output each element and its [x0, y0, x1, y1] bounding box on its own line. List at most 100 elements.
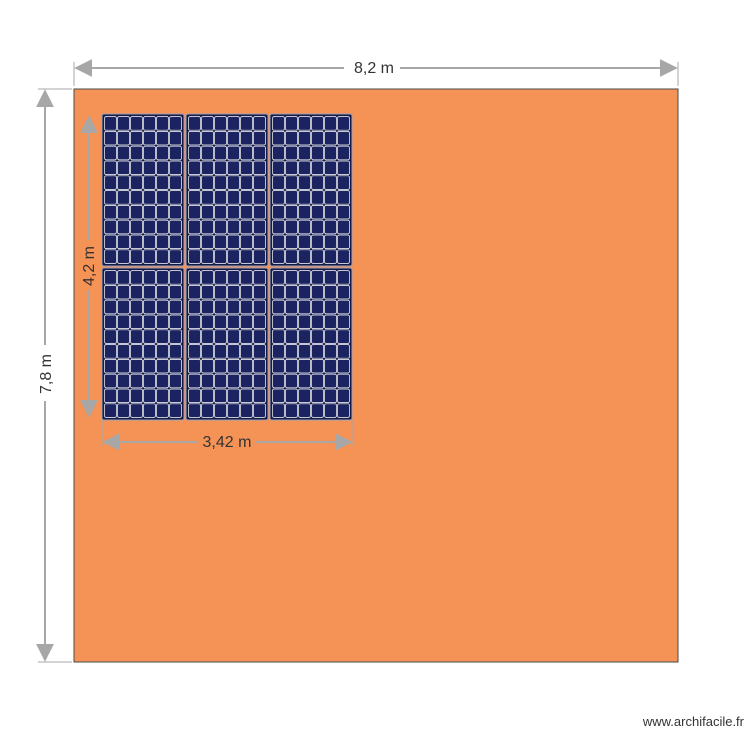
- solar-cell: [324, 270, 337, 285]
- solar-cell: [156, 329, 169, 344]
- solar-panel[interactable]: [185, 267, 269, 421]
- solar-cell: [227, 234, 240, 249]
- solar-panel[interactable]: [269, 267, 353, 421]
- solar-cell: [272, 299, 285, 315]
- solar-cell: [104, 249, 117, 264]
- solar-cell: [201, 234, 214, 249]
- solar-cell: [240, 160, 253, 175]
- solar-cell: [201, 388, 214, 403]
- solar-panel[interactable]: [185, 113, 269, 267]
- solar-cell: [240, 249, 253, 264]
- solar-cell: [117, 388, 130, 403]
- solar-cell: [188, 388, 201, 403]
- solar-cell: [156, 403, 169, 418]
- solar-panel-array[interactable]: [101, 113, 353, 421]
- solar-cell: [201, 270, 214, 285]
- solar-cell: [143, 160, 156, 175]
- solar-cell: [117, 160, 130, 175]
- solar-cell: [337, 344, 350, 359]
- solar-cell: [272, 145, 285, 161]
- solar-cell: [324, 131, 337, 146]
- solar-cell: [240, 388, 253, 403]
- solar-cell: [104, 160, 117, 175]
- solar-cell: [201, 190, 214, 205]
- solar-cell: [272, 249, 285, 264]
- solar-panel[interactable]: [101, 113, 185, 267]
- solar-cell: [253, 219, 266, 235]
- solar-cell: [117, 175, 130, 190]
- solar-cell: [311, 205, 324, 220]
- solar-cell: [130, 219, 143, 235]
- solar-cell: [130, 373, 143, 389]
- solar-cell: [117, 131, 130, 146]
- solar-cell: [298, 388, 311, 403]
- solar-cell: [117, 403, 130, 418]
- solar-cell: [143, 145, 156, 161]
- solar-cell: [188, 175, 201, 190]
- solar-cell: [156, 160, 169, 175]
- solar-cell: [253, 116, 266, 131]
- solar-cell: [188, 403, 201, 418]
- solar-cell: [285, 388, 298, 403]
- solar-cell: [240, 373, 253, 389]
- solar-cell: [156, 234, 169, 249]
- solar-cell: [337, 388, 350, 403]
- solar-cell: [253, 175, 266, 190]
- solar-cell: [201, 205, 214, 220]
- solar-cell: [227, 205, 240, 220]
- solar-cell: [240, 145, 253, 161]
- solar-cell: [214, 160, 227, 175]
- solar-cell: [143, 219, 156, 235]
- solar-cell: [214, 329, 227, 344]
- solar-cell: [285, 299, 298, 315]
- solar-cell: [214, 234, 227, 249]
- solar-cell: [311, 175, 324, 190]
- solar-cell: [272, 329, 285, 344]
- solar-panel[interactable]: [269, 113, 353, 267]
- solar-cell: [169, 205, 182, 220]
- solar-cell: [272, 160, 285, 175]
- solar-cell: [253, 388, 266, 403]
- solar-cell: [324, 403, 337, 418]
- solar-cell: [130, 314, 143, 329]
- solar-cell: [104, 175, 117, 190]
- solar-cell: [240, 314, 253, 329]
- solar-cell: [240, 403, 253, 418]
- solar-cell: [156, 190, 169, 205]
- solar-cell: [324, 329, 337, 344]
- solar-cell: [143, 314, 156, 329]
- solar-cell: [324, 344, 337, 359]
- solar-cell: [311, 270, 324, 285]
- solar-cell: [311, 160, 324, 175]
- solar-cell: [227, 219, 240, 235]
- solar-cell: [117, 329, 130, 344]
- solar-cell: [169, 299, 182, 315]
- solar-cell: [324, 249, 337, 264]
- solar-cell: [337, 145, 350, 161]
- solar-cell: [324, 234, 337, 249]
- solar-cell: [188, 270, 201, 285]
- solar-cell: [117, 359, 130, 374]
- solar-cell: [337, 131, 350, 146]
- solar-cell: [298, 299, 311, 315]
- solar-cell: [169, 175, 182, 190]
- solar-cell: [227, 270, 240, 285]
- solar-cell: [188, 205, 201, 220]
- solar-panel[interactable]: [101, 267, 185, 421]
- solar-cell: [285, 270, 298, 285]
- solar-cell: [130, 388, 143, 403]
- solar-cell: [117, 190, 130, 205]
- solar-cell: [240, 205, 253, 220]
- solar-cell: [240, 270, 253, 285]
- solar-cell: [156, 314, 169, 329]
- solar-cell: [227, 249, 240, 264]
- solar-cell: [201, 131, 214, 146]
- solar-cell: [285, 116, 298, 131]
- solar-cell: [169, 234, 182, 249]
- solar-cell: [143, 270, 156, 285]
- solar-cell: [188, 131, 201, 146]
- solar-cell: [104, 219, 117, 235]
- solar-cell: [130, 270, 143, 285]
- solar-cell: [324, 314, 337, 329]
- solar-cell: [104, 116, 117, 131]
